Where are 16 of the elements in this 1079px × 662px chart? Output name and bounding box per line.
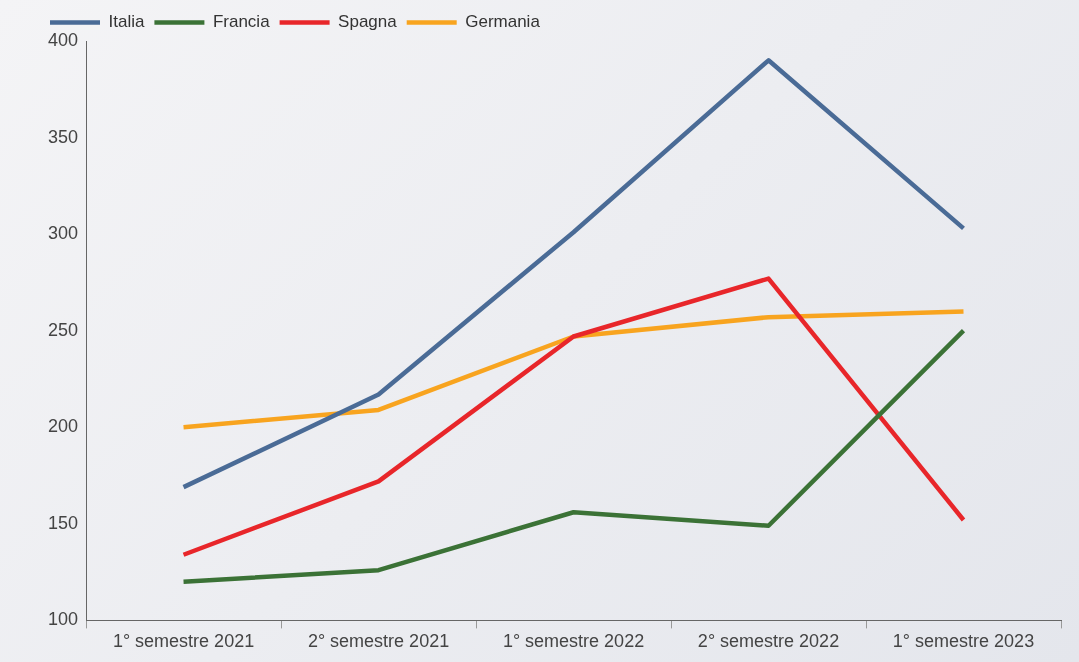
- y-tick-label: 200: [47, 416, 79, 437]
- legend-label: Italia: [108, 12, 145, 32]
- legend-label: Germania: [465, 12, 541, 32]
- y-tick-label: 400: [47, 29, 79, 50]
- x-tick-label: 2° semestre 2022: [697, 631, 840, 652]
- legend-label: Spagna: [338, 12, 398, 32]
- x-tick-label: 1° semestre 2023: [892, 631, 1035, 652]
- x-tick-label: 1° semestre 2022: [502, 631, 645, 652]
- y-tick-label: 300: [47, 223, 79, 244]
- y-tick-label: 250: [47, 319, 79, 340]
- x-tick-label: 1° semestre 2021: [112, 631, 255, 652]
- x-tick-label: 2° semestre 2021: [307, 631, 450, 652]
- y-tick-label: 350: [47, 126, 79, 147]
- y-tick-label: 100: [47, 609, 79, 630]
- y-tick-label: 150: [47, 512, 79, 533]
- legend-label: Francia: [212, 12, 271, 32]
